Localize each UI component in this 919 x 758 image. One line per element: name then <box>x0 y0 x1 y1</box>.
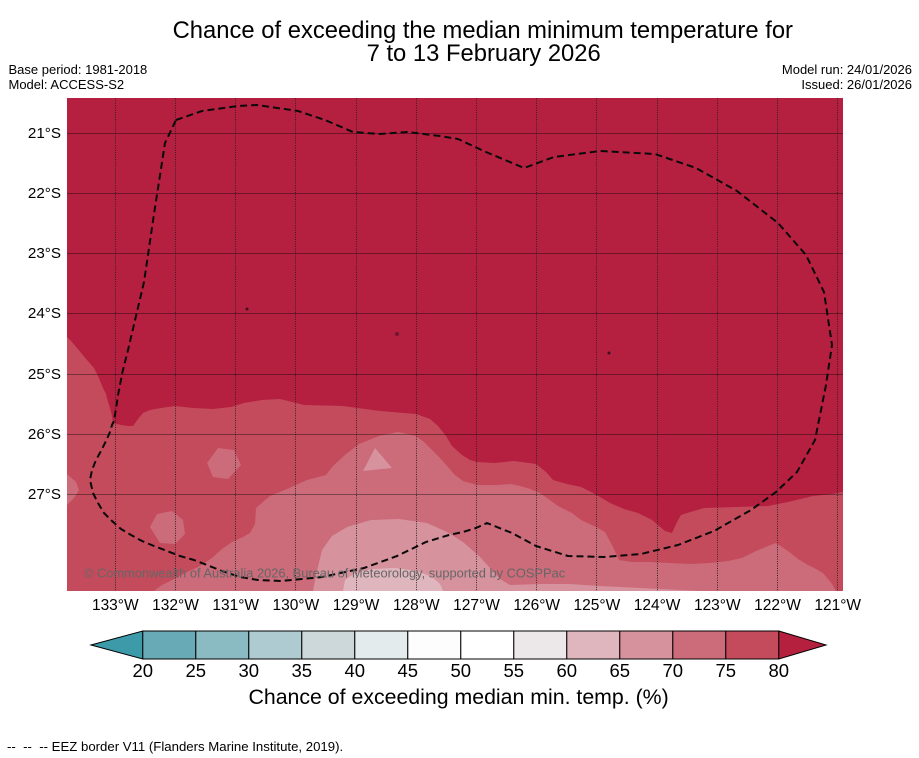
svg-text:35: 35 <box>292 660 313 681</box>
svg-text:60: 60 <box>557 660 578 681</box>
svg-text:70: 70 <box>663 660 684 681</box>
svg-text:20: 20 <box>133 660 154 681</box>
svg-text:55: 55 <box>504 660 525 681</box>
svg-text:80: 80 <box>769 660 790 681</box>
svg-text:25: 25 <box>186 660 207 681</box>
svg-text:© Commonwealth of Australia 20: © Commonwealth of Australia 2026, Bureau… <box>84 565 566 580</box>
svg-text:40: 40 <box>345 660 366 681</box>
svg-text:65: 65 <box>610 660 631 681</box>
svg-text:45: 45 <box>398 660 419 681</box>
svg-text:30: 30 <box>239 660 260 681</box>
svg-text:50: 50 <box>451 660 472 681</box>
svg-text:75: 75 <box>716 660 737 681</box>
